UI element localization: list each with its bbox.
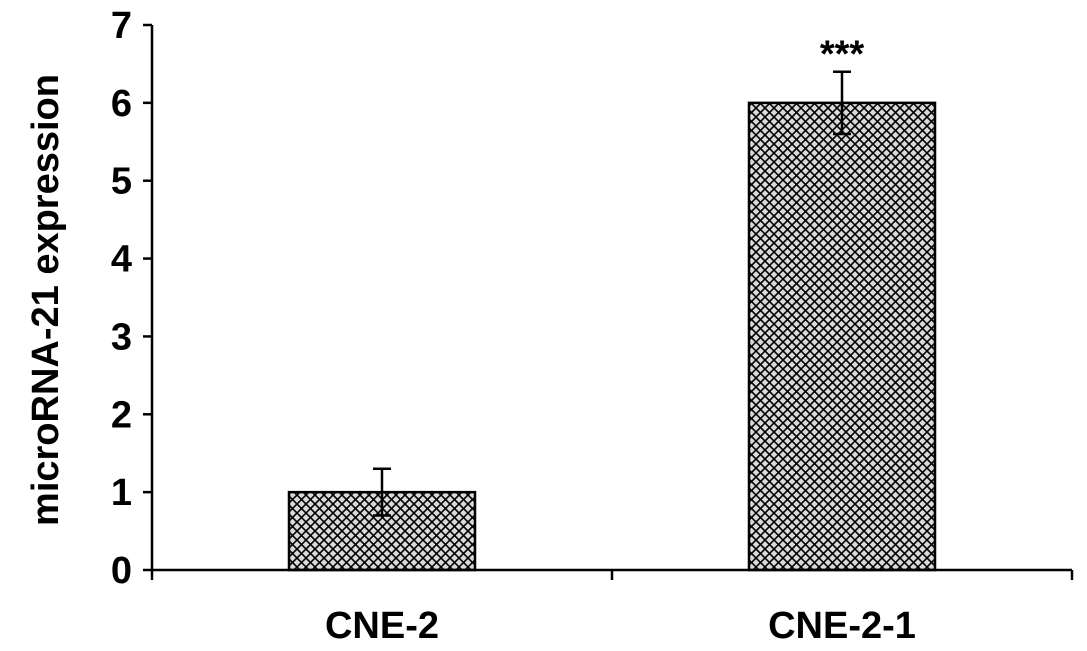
y-axis-ticks: 0 1 2 3 4 5 6 7 bbox=[111, 5, 152, 592]
y-tick-label: 7 bbox=[111, 5, 132, 47]
y-tick-label: 1 bbox=[111, 472, 132, 514]
x-axis-ticks: CNE-2 CNE-2-1 bbox=[152, 570, 1072, 647]
y-tick-label: 4 bbox=[111, 239, 132, 281]
annotations-group: *** bbox=[820, 34, 865, 76]
y-tick-label: 0 bbox=[111, 550, 132, 592]
y-tick-label: 3 bbox=[111, 316, 132, 358]
y-tick-label: 5 bbox=[111, 161, 132, 203]
y-axis-title: microRNA-21 expression bbox=[25, 74, 67, 526]
x-tick-label: CNE-2-1 bbox=[768, 605, 916, 647]
x-tick-label: CNE-2 bbox=[325, 605, 439, 647]
y-tick-label: 6 bbox=[111, 83, 132, 125]
bars-group bbox=[289, 103, 935, 570]
significance-label: *** bbox=[820, 34, 865, 76]
bar-cne-2-1 bbox=[749, 103, 935, 570]
y-tick-label: 2 bbox=[111, 394, 132, 436]
